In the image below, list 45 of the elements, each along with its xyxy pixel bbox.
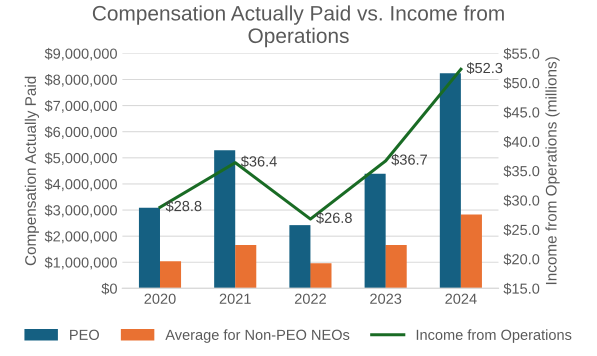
y-tick-label: $2,000,000 xyxy=(44,230,117,244)
legend-label: Average for Non-PEO NEOs xyxy=(165,329,350,343)
y-tick-label: $3,000,000 xyxy=(44,204,117,218)
y-tick-label: $1,000,000 xyxy=(44,256,117,270)
x-tick-label: 2022 xyxy=(294,294,326,304)
y2-tick-label: $35.0 xyxy=(504,165,540,178)
bar xyxy=(160,261,182,288)
x-tick-label: 2021 xyxy=(220,294,251,304)
y-tick-label: $9,000,000 xyxy=(44,48,117,61)
y-tick-label: $7,000,000 xyxy=(44,100,117,113)
data-label: $28.8 xyxy=(166,200,202,212)
bar xyxy=(440,73,461,288)
bar xyxy=(460,214,482,288)
bar xyxy=(364,174,386,288)
x-tick-label: 2023 xyxy=(370,294,402,304)
y2-axis-title: Income from Operations (millions) xyxy=(545,57,560,284)
data-label: $26.8 xyxy=(316,212,352,224)
bar xyxy=(289,225,310,288)
y2-tick-label: $50.0 xyxy=(504,77,540,90)
y2-tick-label: $45.0 xyxy=(504,106,540,118)
y2-tick-label: $40.0 xyxy=(504,136,540,148)
x-tick-label: 2024 xyxy=(445,294,477,304)
y-tick-label: $0 xyxy=(101,282,117,295)
y-tick-label: $6,000,000 xyxy=(44,126,117,139)
y-tick-label: $5,000,000 xyxy=(44,152,117,165)
chart-title: Compensation Actually Paid vs. Income from Operations xyxy=(92,5,504,48)
y2-tick-label: $15.0 xyxy=(504,282,540,295)
bar xyxy=(214,150,236,288)
bar xyxy=(310,263,332,288)
y2-tick-label: $55.0 xyxy=(504,48,540,60)
y-tick-label: $8,000,000 xyxy=(44,74,117,87)
legend-label: Income from Operations xyxy=(416,329,572,343)
y2-tick-label: $25.0 xyxy=(504,224,540,236)
data-label: $36.4 xyxy=(240,156,277,168)
bar xyxy=(386,245,407,288)
data-label: $36.7 xyxy=(391,154,427,166)
bar xyxy=(138,208,160,288)
legend-label: PEO xyxy=(70,330,99,340)
y-tick-label: $4,000,000 xyxy=(44,178,117,192)
data-label: $52.3 xyxy=(466,62,502,74)
x-tick-label: 2020 xyxy=(144,294,176,304)
bar xyxy=(235,245,256,288)
y-axis-title: Compensation Actually Paid xyxy=(24,76,39,266)
y2-tick-label: $30.0 xyxy=(504,194,540,207)
y2-tick-label: $20.0 xyxy=(504,253,540,266)
